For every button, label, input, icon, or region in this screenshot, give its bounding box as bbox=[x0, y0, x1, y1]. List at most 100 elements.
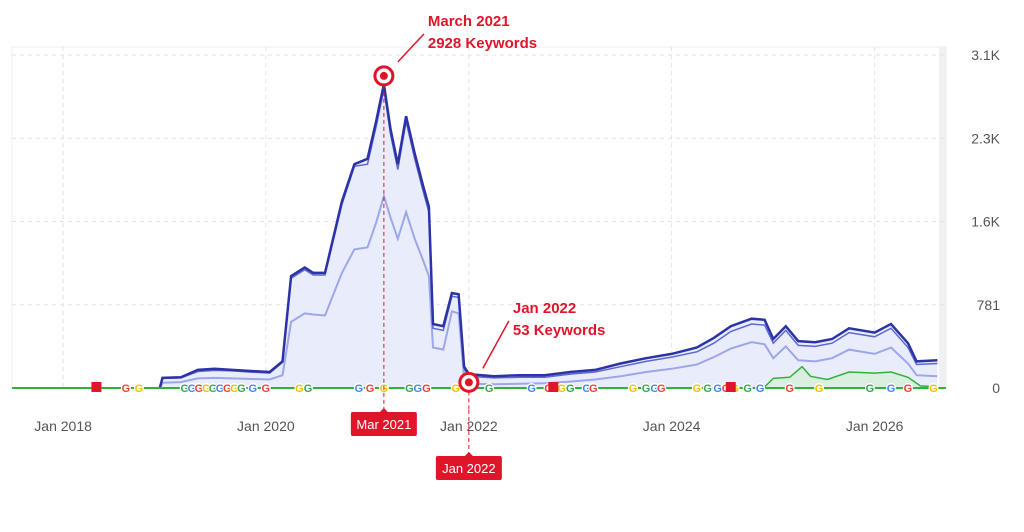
google-update-icon[interactable]: G bbox=[405, 383, 414, 395]
series-top-line bbox=[158, 83, 938, 389]
google-update-icon[interactable]: G bbox=[452, 383, 461, 395]
google-update-icon[interactable]: G bbox=[929, 383, 938, 395]
google-update-bg bbox=[712, 383, 723, 393]
google-update-icon[interactable]: G bbox=[230, 383, 239, 395]
google-update-bg bbox=[364, 383, 375, 393]
google-update-icon[interactable]: G bbox=[413, 383, 422, 395]
google-update-icon[interactable]: G bbox=[195, 383, 204, 395]
google-update-icon[interactable]: G bbox=[703, 383, 712, 395]
google-update-bg bbox=[902, 383, 913, 393]
google-update-bg bbox=[353, 383, 364, 393]
google-update-bg bbox=[404, 383, 415, 393]
callout-leader bbox=[482, 320, 510, 369]
google-update-icon[interactable]: G bbox=[756, 383, 765, 395]
google-update-icon[interactable]: G bbox=[815, 383, 824, 395]
marker-badge-pointer bbox=[379, 408, 388, 412]
google-update-icon[interactable]: G bbox=[629, 383, 638, 395]
google-update-bg bbox=[193, 383, 204, 393]
google-update-bg bbox=[215, 383, 226, 393]
google-update-icon[interactable]: G bbox=[122, 383, 131, 395]
marker-badge-label: Mar 2021 bbox=[356, 417, 411, 432]
y-tick-label: 781 bbox=[977, 297, 1001, 313]
marker-badge-pointer bbox=[464, 452, 473, 456]
series-green-area bbox=[747, 366, 938, 388]
google-update-icon[interactable]: G bbox=[304, 383, 313, 395]
google-update-icon[interactable]: G bbox=[223, 383, 232, 395]
google-update-icon[interactable]: G bbox=[713, 383, 722, 395]
callout-leader bbox=[397, 33, 425, 63]
google-update-icon[interactable]: G bbox=[135, 383, 144, 395]
google-update-icon[interactable]: G bbox=[202, 383, 211, 395]
google-update-bg bbox=[236, 383, 247, 393]
google-update-bg bbox=[565, 383, 576, 393]
google-update-icon[interactable]: G bbox=[180, 383, 189, 395]
marker-badge-label: Jan 2022 bbox=[442, 461, 496, 476]
y-tick-label: 1.6K bbox=[971, 214, 1000, 230]
google-update-bg bbox=[691, 383, 702, 393]
google-update-bg bbox=[928, 383, 939, 393]
google-update-bg bbox=[179, 383, 190, 393]
google-update-icon[interactable]: G bbox=[527, 383, 536, 395]
google-update-icon[interactable]: G bbox=[262, 383, 271, 395]
google-update-icon[interactable]: G bbox=[743, 383, 752, 395]
scrollbar-track[interactable] bbox=[939, 47, 946, 388]
google-update-icon[interactable]: G bbox=[237, 383, 246, 395]
google-update-icon[interactable]: G bbox=[866, 383, 875, 395]
callout-subtitle: 53 Keywords bbox=[513, 322, 606, 339]
google-update-icon[interactable]: G bbox=[188, 383, 197, 395]
google-update-icon[interactable]: G bbox=[589, 383, 598, 395]
google-update-icon[interactable]: G bbox=[693, 383, 702, 395]
google-update-bg bbox=[303, 383, 314, 393]
google-update-bg bbox=[412, 383, 423, 393]
google-update-bg bbox=[628, 383, 639, 393]
google-update-icon[interactable]: G bbox=[295, 383, 304, 395]
google-update-bg bbox=[208, 383, 219, 393]
flag-icon[interactable] bbox=[548, 382, 559, 392]
google-update-bg bbox=[186, 383, 197, 393]
google-update-bg bbox=[294, 383, 305, 393]
y-tick-label: 0 bbox=[992, 380, 1000, 396]
google-update-icon[interactable]: G bbox=[216, 383, 225, 395]
flag-icon[interactable] bbox=[725, 382, 736, 392]
y-tick-label: 2.3K bbox=[971, 130, 1000, 146]
series-low-line bbox=[158, 192, 938, 389]
google-update-bg bbox=[814, 383, 825, 393]
google-update-icon[interactable]: G bbox=[366, 383, 375, 395]
google-update-bg bbox=[556, 383, 567, 393]
google-update-icon[interactable]: G bbox=[650, 383, 659, 395]
google-update-bg bbox=[247, 383, 258, 393]
flag-icon[interactable] bbox=[91, 382, 102, 392]
google-update-icon[interactable]: G bbox=[582, 383, 591, 395]
google-update-icon[interactable]: G bbox=[642, 383, 651, 395]
google-update-icon[interactable]: G bbox=[557, 383, 566, 395]
x-tick-label: Jan 2020 bbox=[237, 418, 295, 434]
google-update-bg bbox=[742, 383, 753, 393]
google-update-icon[interactable]: G bbox=[422, 383, 431, 395]
google-update-bg bbox=[222, 383, 233, 393]
google-update-bg bbox=[656, 383, 667, 393]
google-update-icon[interactable]: G bbox=[785, 383, 794, 395]
marker-target-dot bbox=[379, 71, 388, 80]
google-update-icon[interactable]: G bbox=[657, 383, 666, 395]
google-update-icon[interactable]: G bbox=[249, 383, 258, 395]
google-update-bg bbox=[702, 383, 713, 393]
google-update-bg bbox=[133, 383, 144, 393]
google-update-bg bbox=[864, 383, 875, 393]
google-update-bg bbox=[886, 383, 897, 393]
x-tick-label: Jan 2026 bbox=[846, 418, 904, 434]
x-tick-label: Jan 2024 bbox=[643, 418, 701, 434]
google-update-icon[interactable]: G bbox=[355, 383, 364, 395]
google-update-bg bbox=[641, 383, 652, 393]
plot-frame bbox=[11, 46, 947, 389]
google-update-icon[interactable]: G bbox=[209, 383, 218, 395]
callout-title: March 2021 bbox=[428, 13, 510, 30]
google-update-icon[interactable]: G bbox=[566, 383, 575, 395]
google-update-icon[interactable]: G bbox=[887, 383, 896, 395]
google-update-icon[interactable]: G bbox=[904, 383, 913, 395]
google-update-icon[interactable]: G bbox=[485, 383, 494, 395]
callout-subtitle: 2928 Keywords bbox=[428, 35, 537, 52]
google-update-bg bbox=[229, 383, 240, 393]
marker-target-dot bbox=[464, 378, 473, 387]
google-update-bg bbox=[526, 383, 537, 393]
